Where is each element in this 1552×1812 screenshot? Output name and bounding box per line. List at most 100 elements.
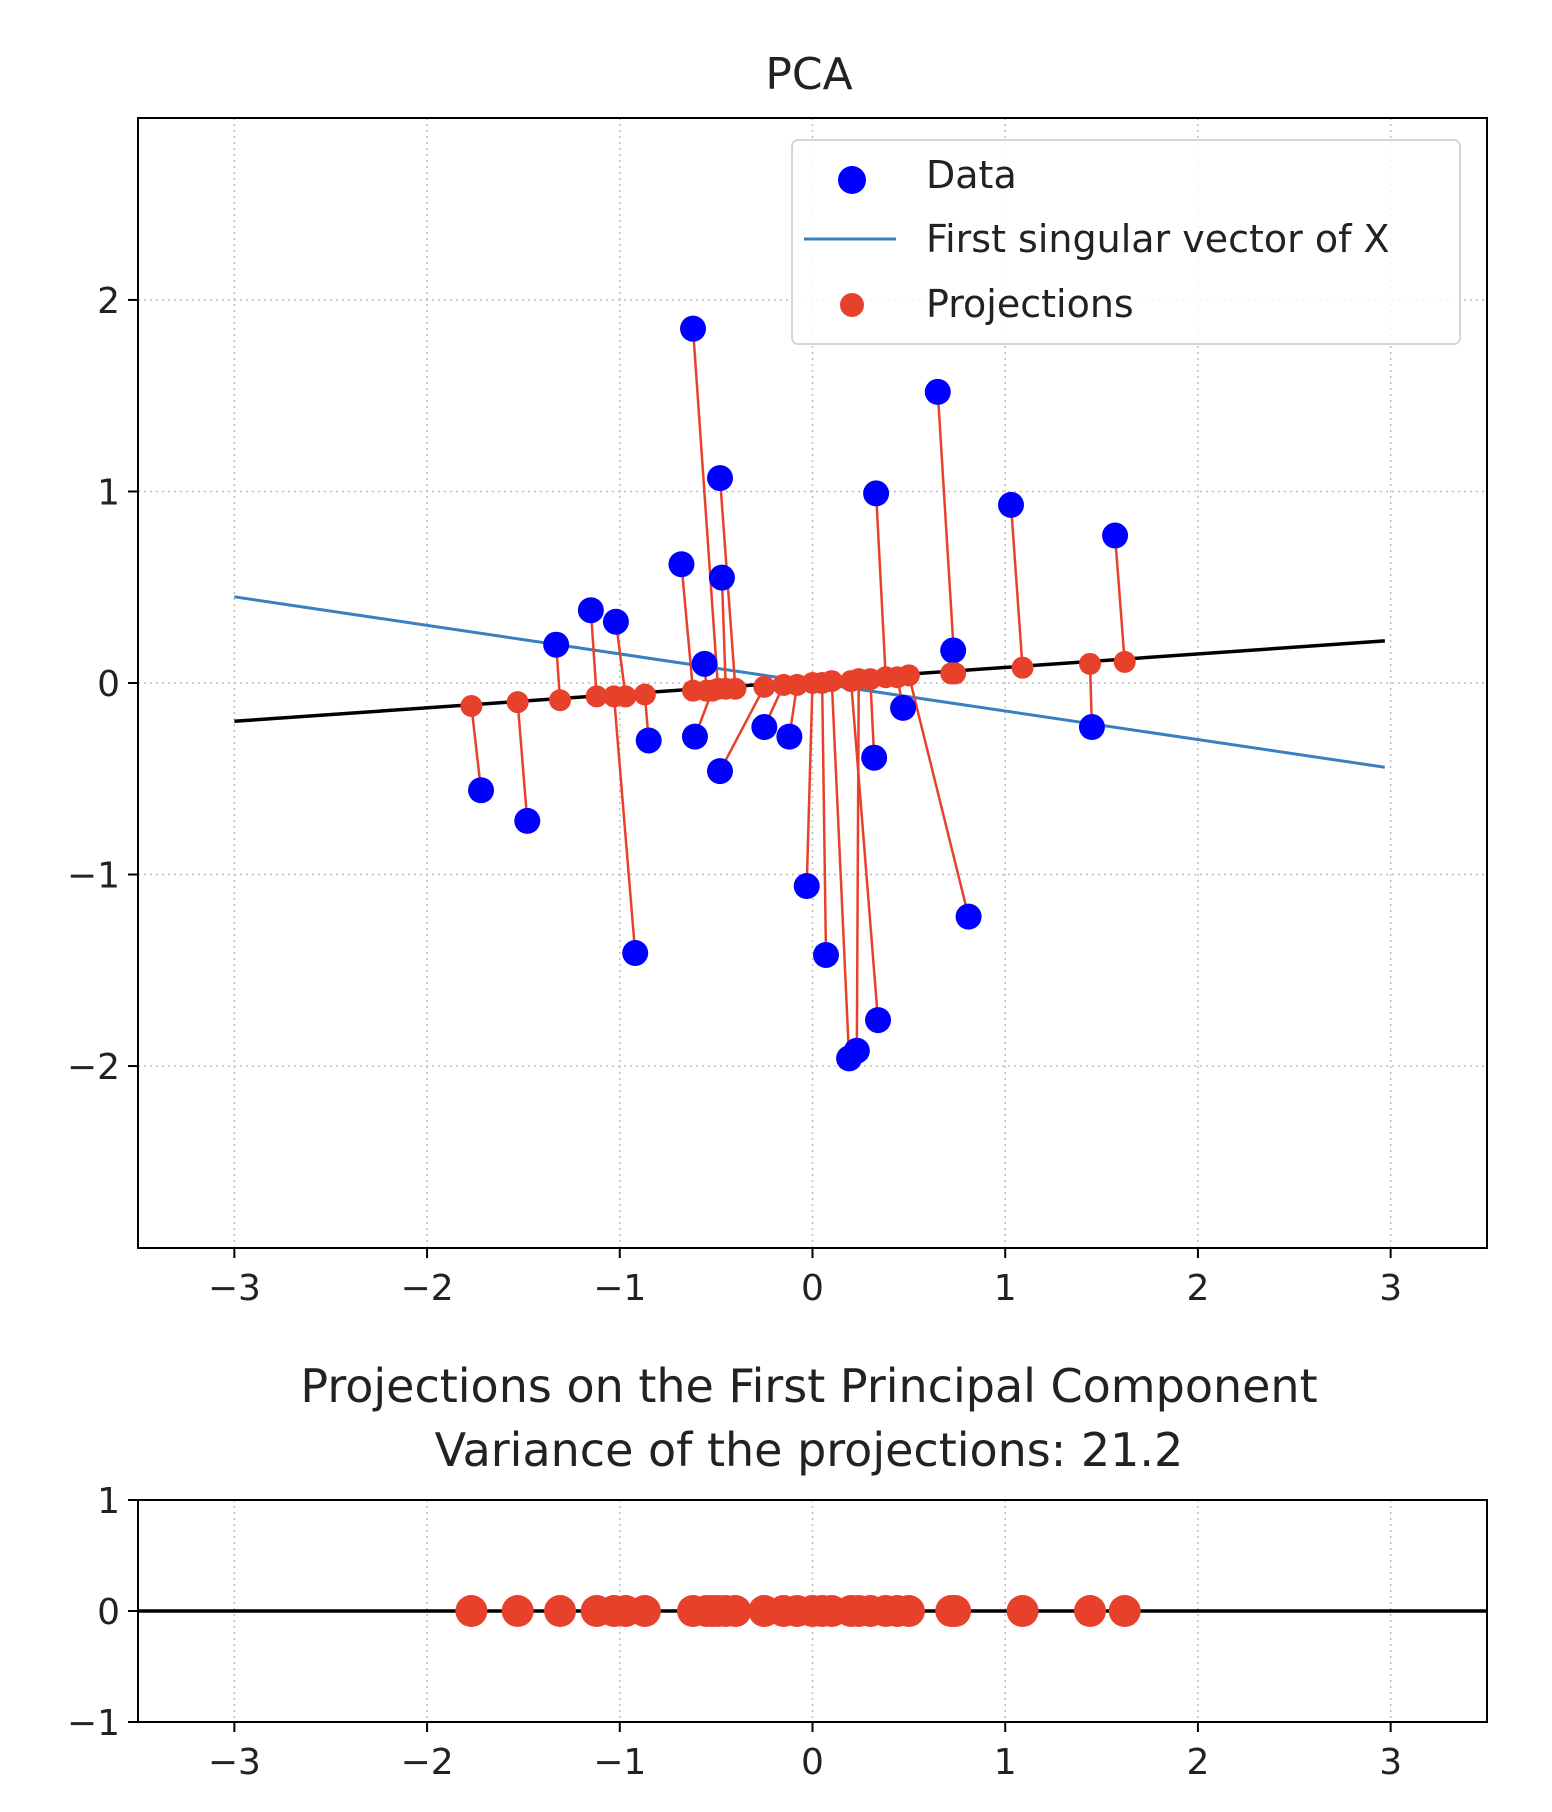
data-point — [890, 694, 917, 721]
pca-y-tick-label: 0 — [97, 664, 120, 705]
data-point — [955, 903, 982, 930]
strip-y-ticks: −1 0 1 — [67, 1481, 138, 1744]
projection-connector-line — [680, 564, 695, 691]
strip-projection-point — [939, 1595, 972, 1627]
projection-point — [1011, 656, 1034, 679]
legend-box — [791, 139, 1461, 345]
data-point — [706, 758, 733, 785]
pca-x-ticks: −3 −2 −1 0 1 2 3 — [208, 1248, 1402, 1309]
strip-projection-point — [1074, 1595, 1107, 1627]
projection-connector-line — [718, 686, 766, 772]
data-point — [622, 940, 649, 967]
data-point — [924, 378, 951, 405]
strip-projection-point — [1006, 1595, 1039, 1627]
data-point — [543, 631, 570, 658]
data-point — [706, 465, 733, 492]
strip-projection-point — [455, 1595, 488, 1627]
pca-x-tick-label: 2 — [1186, 1268, 1209, 1309]
strip-chart-title-line-1: Projections on the First Principal Compo… — [300, 1359, 1317, 1413]
data-point — [793, 873, 820, 900]
data-point — [514, 807, 541, 834]
pca-x-tick-label: 0 — [801, 1268, 824, 1309]
projection-connector-line — [936, 391, 957, 674]
pca-y-tick-label: 2 — [97, 281, 120, 322]
pca-x-tick-label: −3 — [208, 1268, 261, 1309]
projection-connector-line — [907, 675, 970, 917]
data-point — [865, 1007, 892, 1034]
strip-x-tick-label: −3 — [208, 1742, 261, 1783]
data-point — [681, 723, 708, 750]
pca-chart: PCA −3 −2 −1 0 1 2 3 −2 −1 0 1 2 Data First singul… — [67, 49, 1488, 1309]
data-point — [843, 1037, 870, 1064]
data-points — [468, 315, 1129, 1072]
legend: Data First singular vector of X Projecti… — [791, 139, 1461, 345]
projection-connector-line — [720, 577, 728, 689]
projection-point — [614, 685, 637, 708]
data-point — [680, 315, 707, 342]
data-point — [577, 597, 604, 624]
legend-label-singular-vector: First singular vector of X — [926, 217, 1390, 261]
data-point — [997, 491, 1024, 518]
strip-grid — [138, 1499, 1487, 1723]
data-point — [668, 551, 695, 578]
projection-points — [460, 650, 1136, 717]
projection-connector-line — [849, 680, 880, 1021]
strip-projection-point — [544, 1595, 577, 1627]
data-point — [635, 727, 662, 754]
legend-data-marker — [838, 166, 866, 194]
strip-x-tick-label: −2 — [401, 1742, 454, 1783]
projection-connector-line — [874, 493, 887, 678]
projection-point — [753, 675, 776, 698]
data-point — [863, 480, 890, 507]
strip-y-tick-label: 1 — [97, 1481, 120, 1522]
pca-x-tick-label: 1 — [994, 1268, 1017, 1309]
legend-label-data: Data — [926, 153, 1017, 197]
legend-projection-marker — [840, 293, 864, 317]
legend-label-projections: Projections — [926, 282, 1134, 326]
projection-point — [460, 694, 483, 717]
strip-y-tick-label: 0 — [97, 1592, 120, 1633]
strip-projection-point — [719, 1595, 752, 1627]
projection-connector-line — [855, 679, 861, 1051]
projection-strip-chart: Projections on the First Principal Compo… — [67, 1359, 1488, 1783]
pca-x-tick-label: −1 — [593, 1268, 646, 1309]
data-point — [861, 744, 888, 771]
strip-projection-point — [501, 1595, 534, 1627]
strip-projection-point — [892, 1595, 925, 1627]
strip-x-ticks: −3 −2 −1 0 1 2 3 — [208, 1722, 1402, 1783]
data-point — [751, 714, 778, 741]
projection-connector-line — [805, 682, 814, 887]
projection-point — [724, 677, 747, 700]
projection-connector-line — [516, 702, 529, 821]
pca-x-tick-label: 3 — [1379, 1268, 1402, 1309]
projection-point — [506, 691, 529, 714]
strip-x-tick-label: 2 — [1186, 1742, 1209, 1783]
projection-connector-line — [589, 610, 598, 697]
strip-chart-title-line-2: Variance of the projections: 21.2 — [435, 1423, 1184, 1477]
projection-point — [820, 670, 843, 693]
pca-y-tick-label: −1 — [67, 856, 120, 897]
strip-x-tick-label: −1 — [593, 1742, 646, 1783]
data-point — [691, 650, 718, 677]
data-point — [812, 941, 839, 968]
data-point — [776, 723, 803, 750]
projection-connector-line — [820, 682, 828, 955]
projection-connector-line — [1113, 535, 1126, 663]
projection-point — [1113, 650, 1136, 673]
strip-projection-point — [628, 1595, 661, 1627]
pca-chart-title: PCA — [765, 49, 852, 100]
data-point — [1078, 714, 1105, 741]
strip-x-tick-label: 0 — [801, 1742, 824, 1783]
strip-y-tick-label: −1 — [67, 1703, 120, 1744]
data-point — [940, 637, 967, 664]
data-point — [1102, 522, 1129, 549]
projection-connector-line — [830, 681, 851, 1059]
projection-point — [897, 664, 920, 687]
projection-point — [633, 683, 656, 706]
projection-point — [585, 685, 608, 708]
projection-point — [944, 662, 967, 685]
data-point — [708, 564, 735, 591]
strip-x-tick-label: 3 — [1379, 1742, 1402, 1783]
projection-connector-line — [869, 679, 876, 758]
